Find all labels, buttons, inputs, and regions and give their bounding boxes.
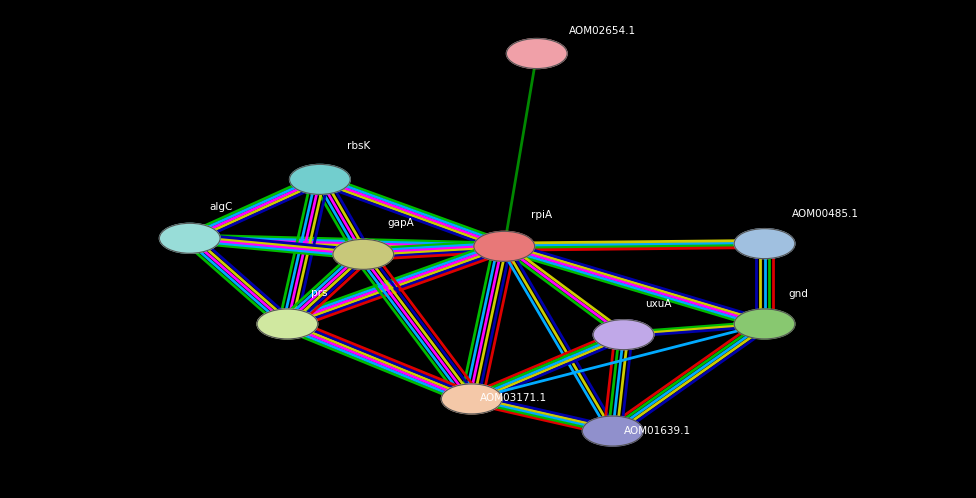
- Text: gnd: gnd: [789, 289, 808, 299]
- Circle shape: [290, 164, 350, 194]
- Text: gapA: gapA: [387, 218, 414, 228]
- Circle shape: [734, 309, 794, 339]
- Circle shape: [441, 384, 502, 414]
- Circle shape: [474, 232, 535, 261]
- Circle shape: [734, 229, 794, 258]
- Text: rbsK: rbsK: [347, 141, 370, 151]
- Text: rpiA: rpiA: [531, 210, 552, 220]
- Circle shape: [257, 309, 318, 339]
- Text: AOM01639.1: AOM01639.1: [624, 426, 691, 436]
- Circle shape: [333, 240, 393, 269]
- Text: algC: algC: [209, 202, 232, 212]
- Text: AOM00485.1: AOM00485.1: [792, 209, 859, 219]
- Text: prs: prs: [311, 288, 328, 298]
- Circle shape: [593, 320, 654, 350]
- Text: AOM03171.1: AOM03171.1: [480, 393, 548, 403]
- Circle shape: [583, 416, 643, 446]
- Circle shape: [159, 223, 221, 253]
- Text: AOM02654.1: AOM02654.1: [569, 26, 636, 36]
- Text: uxuA: uxuA: [645, 299, 671, 309]
- Circle shape: [507, 38, 567, 69]
